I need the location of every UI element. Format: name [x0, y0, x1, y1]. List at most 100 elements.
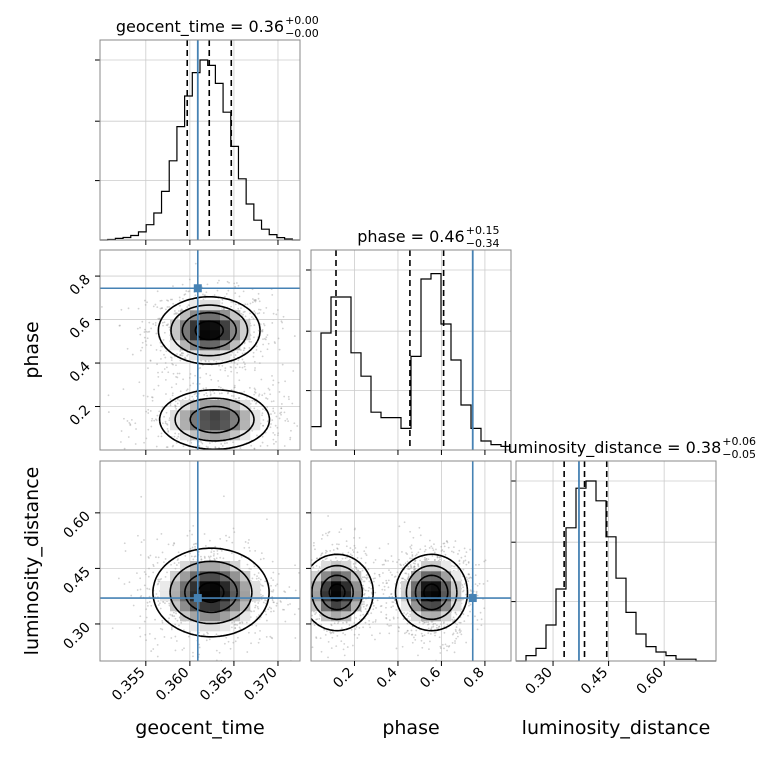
sample-point — [270, 400, 273, 403]
density-cell — [190, 400, 201, 411]
histogram-step — [100, 59, 300, 241]
sample-point — [179, 304, 181, 307]
sample-point — [171, 614, 174, 617]
sample-point — [255, 345, 258, 348]
sample-point — [369, 626, 371, 629]
sample-point — [438, 625, 440, 628]
sample-point — [254, 388, 257, 391]
sample-point — [144, 340, 147, 343]
sample-point — [227, 375, 229, 377]
sample-point — [262, 408, 264, 411]
sample-point — [443, 647, 445, 650]
sample-point — [171, 298, 174, 301]
sample-point — [422, 623, 425, 625]
sample-point — [132, 604, 135, 607]
sample-point — [239, 349, 242, 351]
sample-point — [232, 301, 235, 304]
sample-point — [215, 361, 218, 363]
sample-point — [192, 651, 194, 654]
sample-point — [194, 262, 197, 265]
density-cell — [331, 601, 342, 612]
sample-point — [464, 559, 467, 562]
sample-point — [155, 556, 157, 559]
sample-point — [218, 392, 221, 395]
sample-point — [324, 633, 327, 636]
sample-point — [413, 568, 416, 570]
sample-point — [170, 627, 173, 629]
sample-point — [379, 632, 381, 635]
sample-point — [446, 645, 448, 648]
sample-point — [220, 392, 223, 395]
sample-point — [140, 595, 143, 597]
sample-point — [107, 394, 110, 397]
sample-point — [378, 547, 381, 550]
sample-point — [313, 624, 316, 627]
sample-point — [208, 442, 211, 445]
sample-point — [219, 538, 222, 540]
sample-point — [205, 291, 208, 294]
sample-point — [233, 531, 236, 534]
sample-point — [244, 303, 247, 306]
sample-point — [356, 551, 359, 554]
panel-plot-area — [100, 250, 308, 450]
sample-point — [413, 568, 415, 571]
sample-point — [187, 304, 190, 307]
sample-point — [215, 649, 218, 652]
sample-point — [274, 584, 277, 587]
sample-point — [358, 536, 361, 539]
density-cell — [180, 320, 191, 331]
sample-point — [149, 410, 152, 412]
sample-point — [190, 555, 193, 558]
density-cell — [210, 430, 221, 441]
sample-point — [286, 418, 289, 420]
sample-point — [160, 299, 163, 302]
sample-point — [275, 440, 277, 443]
sample-point — [403, 612, 405, 614]
density-cell — [220, 420, 231, 431]
sample-point — [199, 376, 202, 379]
sample-point — [306, 313, 308, 315]
sample-point — [276, 309, 279, 311]
sample-point — [247, 631, 250, 634]
sample-point — [383, 589, 386, 591]
sample-point — [156, 655, 159, 658]
sample-point — [155, 419, 158, 422]
sample-point — [414, 560, 416, 563]
sample-point — [433, 543, 435, 546]
sample-point — [479, 611, 482, 614]
sample-point — [306, 599, 308, 601]
density-cell — [190, 300, 201, 311]
sample-point — [320, 554, 322, 557]
sample-point — [141, 320, 144, 323]
sample-point — [407, 615, 410, 618]
density-cell — [321, 571, 332, 582]
sample-point — [382, 572, 384, 574]
sample-point — [388, 595, 391, 598]
sample-point — [200, 558, 203, 561]
sample-point — [157, 580, 160, 583]
sample-point — [205, 392, 208, 395]
y-tick-label: 0.4 — [67, 358, 94, 385]
sample-point — [281, 321, 283, 324]
sample-point — [358, 626, 361, 629]
sample-point — [465, 593, 467, 596]
sample-point — [392, 601, 395, 604]
sample-point — [138, 627, 141, 629]
sample-point — [292, 370, 295, 372]
sample-point — [455, 637, 458, 640]
sample-point — [283, 608, 285, 611]
sample-point — [301, 577, 303, 579]
sample-point — [283, 445, 286, 447]
sample-point — [235, 282, 238, 284]
sample-point — [270, 423, 272, 425]
sample-point — [167, 429, 170, 432]
sample-point — [161, 321, 164, 324]
sample-point — [355, 566, 358, 569]
sample-point — [405, 631, 408, 634]
sample-point — [174, 400, 177, 403]
sample-point — [148, 330, 151, 333]
sample-point — [199, 367, 202, 369]
x-tick-label: 0.4 — [374, 664, 401, 691]
sample-point — [176, 402, 179, 405]
